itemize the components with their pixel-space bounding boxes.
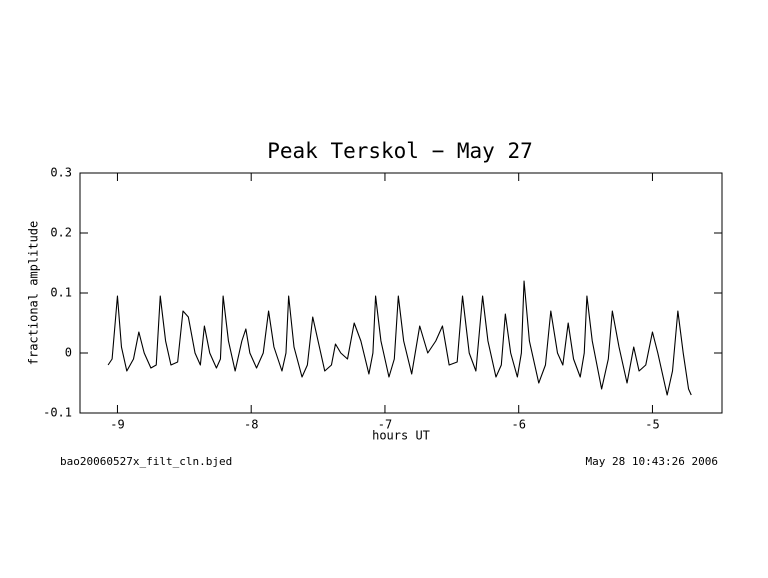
footer-file: bao20060527x_filt_cln.bjed	[60, 455, 232, 468]
y-tick-label: 0.1	[50, 286, 72, 300]
x-tick-label: -7	[378, 418, 392, 432]
x-axis-label: hours UT	[372, 429, 430, 443]
y-tick-label: 0.3	[50, 166, 72, 180]
footer-date: May 28 10:43:26 2006	[586, 455, 718, 468]
y-axis-label: fractional amplitude	[27, 221, 41, 366]
x-tick-label: -5	[645, 418, 659, 432]
x-tick-label: -8	[244, 418, 258, 432]
y-tick-label: -0.1	[43, 406, 72, 420]
y-tick-label: 0	[65, 346, 72, 360]
data-line	[107, 280, 692, 396]
y-tick-label: 0.2	[50, 226, 72, 240]
chart-title: Peak Terskol − May 27	[267, 139, 533, 163]
x-tick-label: -6	[511, 418, 525, 432]
x-tick-label: -9	[110, 418, 124, 432]
